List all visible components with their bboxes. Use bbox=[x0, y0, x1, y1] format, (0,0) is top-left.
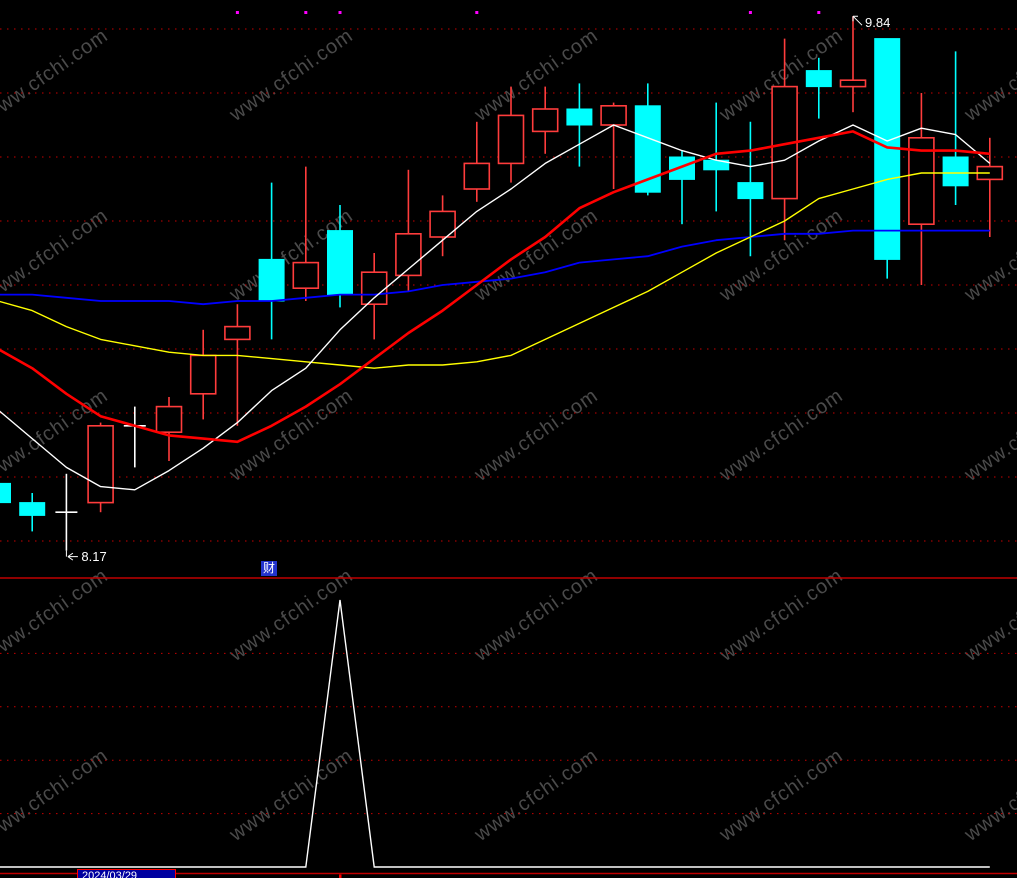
candle-body-down bbox=[19, 502, 46, 516]
candle-body-up bbox=[908, 137, 935, 226]
candle-body-up bbox=[531, 108, 559, 133]
indicator-badge: 财 bbox=[261, 561, 278, 576]
watermark-text: www.cfchi.com bbox=[715, 204, 847, 306]
watermark-text: www.cfchi.com bbox=[470, 564, 602, 666]
watermark-text: www.cfchi.com bbox=[225, 384, 357, 486]
watermark-text: www.cfchi.com bbox=[470, 384, 602, 486]
sub-indicator-line bbox=[0, 599, 990, 868]
watermark-text: www.cfchi.com bbox=[960, 564, 1017, 666]
candle-body-up bbox=[224, 325, 251, 341]
candle-body-down bbox=[942, 156, 969, 187]
signal-dot bbox=[235, 11, 239, 14]
candle-body-up bbox=[497, 114, 525, 165]
ma4-line bbox=[0, 229, 990, 306]
candle-body-down bbox=[327, 230, 353, 296]
candle-body-up bbox=[87, 424, 114, 504]
candle-body-up bbox=[839, 79, 867, 88]
watermark-text: www.cfchi.com bbox=[960, 24, 1017, 126]
candle-body-up bbox=[600, 105, 627, 126]
candle-body-down bbox=[737, 182, 764, 200]
candle-body-down bbox=[566, 108, 593, 126]
date-axis-tick bbox=[339, 874, 342, 878]
date-label: 2024/03/29 bbox=[77, 869, 176, 878]
candle-body-up bbox=[463, 162, 491, 190]
watermark-text: www.cfchi.com bbox=[470, 204, 602, 306]
watermark-text: www.cfchi.com bbox=[225, 24, 357, 126]
signal-dot bbox=[475, 11, 479, 14]
candle-body-up bbox=[429, 210, 456, 238]
candle-body-up bbox=[189, 354, 217, 395]
watermark-text: www.cfchi.com bbox=[960, 204, 1017, 306]
candle-body-down bbox=[634, 105, 661, 193]
ma1-line bbox=[0, 124, 991, 491]
signal-dot bbox=[748, 11, 752, 14]
watermark-text: www.cfchi.com bbox=[715, 564, 847, 666]
high-price-label: 9.84 bbox=[865, 15, 890, 30]
ma3-line bbox=[0, 130, 990, 444]
candle-body-down bbox=[258, 258, 285, 302]
watermark-text: www.cfchi.com bbox=[0, 24, 112, 126]
candle-body-down bbox=[0, 482, 11, 504]
candle-body-up bbox=[360, 271, 388, 306]
low-arrow-icon bbox=[65, 550, 78, 561]
candle-body-down bbox=[805, 70, 832, 88]
watermark-text: www.cfchi.com bbox=[0, 564, 112, 666]
low-price-label: 8.17 bbox=[81, 549, 106, 564]
watermark-text: www.cfchi.com bbox=[715, 384, 847, 486]
signal-dot bbox=[338, 11, 342, 14]
watermark-text: www.cfchi.com bbox=[0, 204, 112, 306]
candle-body-up bbox=[292, 261, 320, 290]
signal-dot bbox=[817, 11, 821, 14]
ma2-line bbox=[0, 172, 990, 369]
candle-body-down bbox=[669, 156, 695, 180]
high-arrow-icon bbox=[852, 15, 863, 26]
candle-body-up bbox=[155, 405, 183, 434]
signal-dot bbox=[304, 11, 308, 14]
watermark-text: www.cfchi.com bbox=[960, 384, 1017, 486]
